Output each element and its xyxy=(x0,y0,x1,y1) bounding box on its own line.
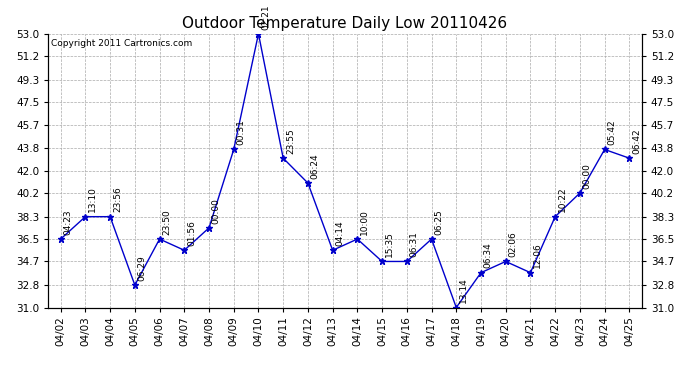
Text: 04:23: 04:23 xyxy=(63,209,72,235)
Text: 02:06: 02:06 xyxy=(509,231,518,257)
Text: 00:00: 00:00 xyxy=(212,198,221,224)
Text: 06:29: 06:29 xyxy=(137,255,146,281)
Text: 10:22: 10:22 xyxy=(558,187,567,213)
Text: 00:31: 00:31 xyxy=(237,119,246,145)
Text: 23:50: 23:50 xyxy=(162,209,171,235)
Text: 06:24: 06:24 xyxy=(310,153,319,179)
Text: 06:25: 06:25 xyxy=(434,209,443,235)
Text: 04:14: 04:14 xyxy=(335,220,344,246)
Text: 02:21: 02:21 xyxy=(262,4,270,30)
Text: 06:42: 06:42 xyxy=(632,128,641,154)
Text: 12:06: 12:06 xyxy=(533,243,542,268)
Text: 13:10: 13:10 xyxy=(88,187,97,213)
Text: 00:00: 00:00 xyxy=(582,163,591,189)
Text: 01:56: 01:56 xyxy=(187,220,196,246)
Text: 05:42: 05:42 xyxy=(607,120,616,145)
Text: 23:55: 23:55 xyxy=(286,128,295,154)
Title: Outdoor Temperature Daily Low 20110426: Outdoor Temperature Daily Low 20110426 xyxy=(182,16,508,31)
Text: 13:14: 13:14 xyxy=(459,278,468,303)
Text: 06:31: 06:31 xyxy=(410,231,419,257)
Text: Copyright 2011 Cartronics.com: Copyright 2011 Cartronics.com xyxy=(51,39,193,48)
Text: 23:56: 23:56 xyxy=(113,187,122,213)
Text: 10:00: 10:00 xyxy=(360,209,369,235)
Text: 15:35: 15:35 xyxy=(385,231,394,257)
Text: 06:34: 06:34 xyxy=(484,243,493,268)
